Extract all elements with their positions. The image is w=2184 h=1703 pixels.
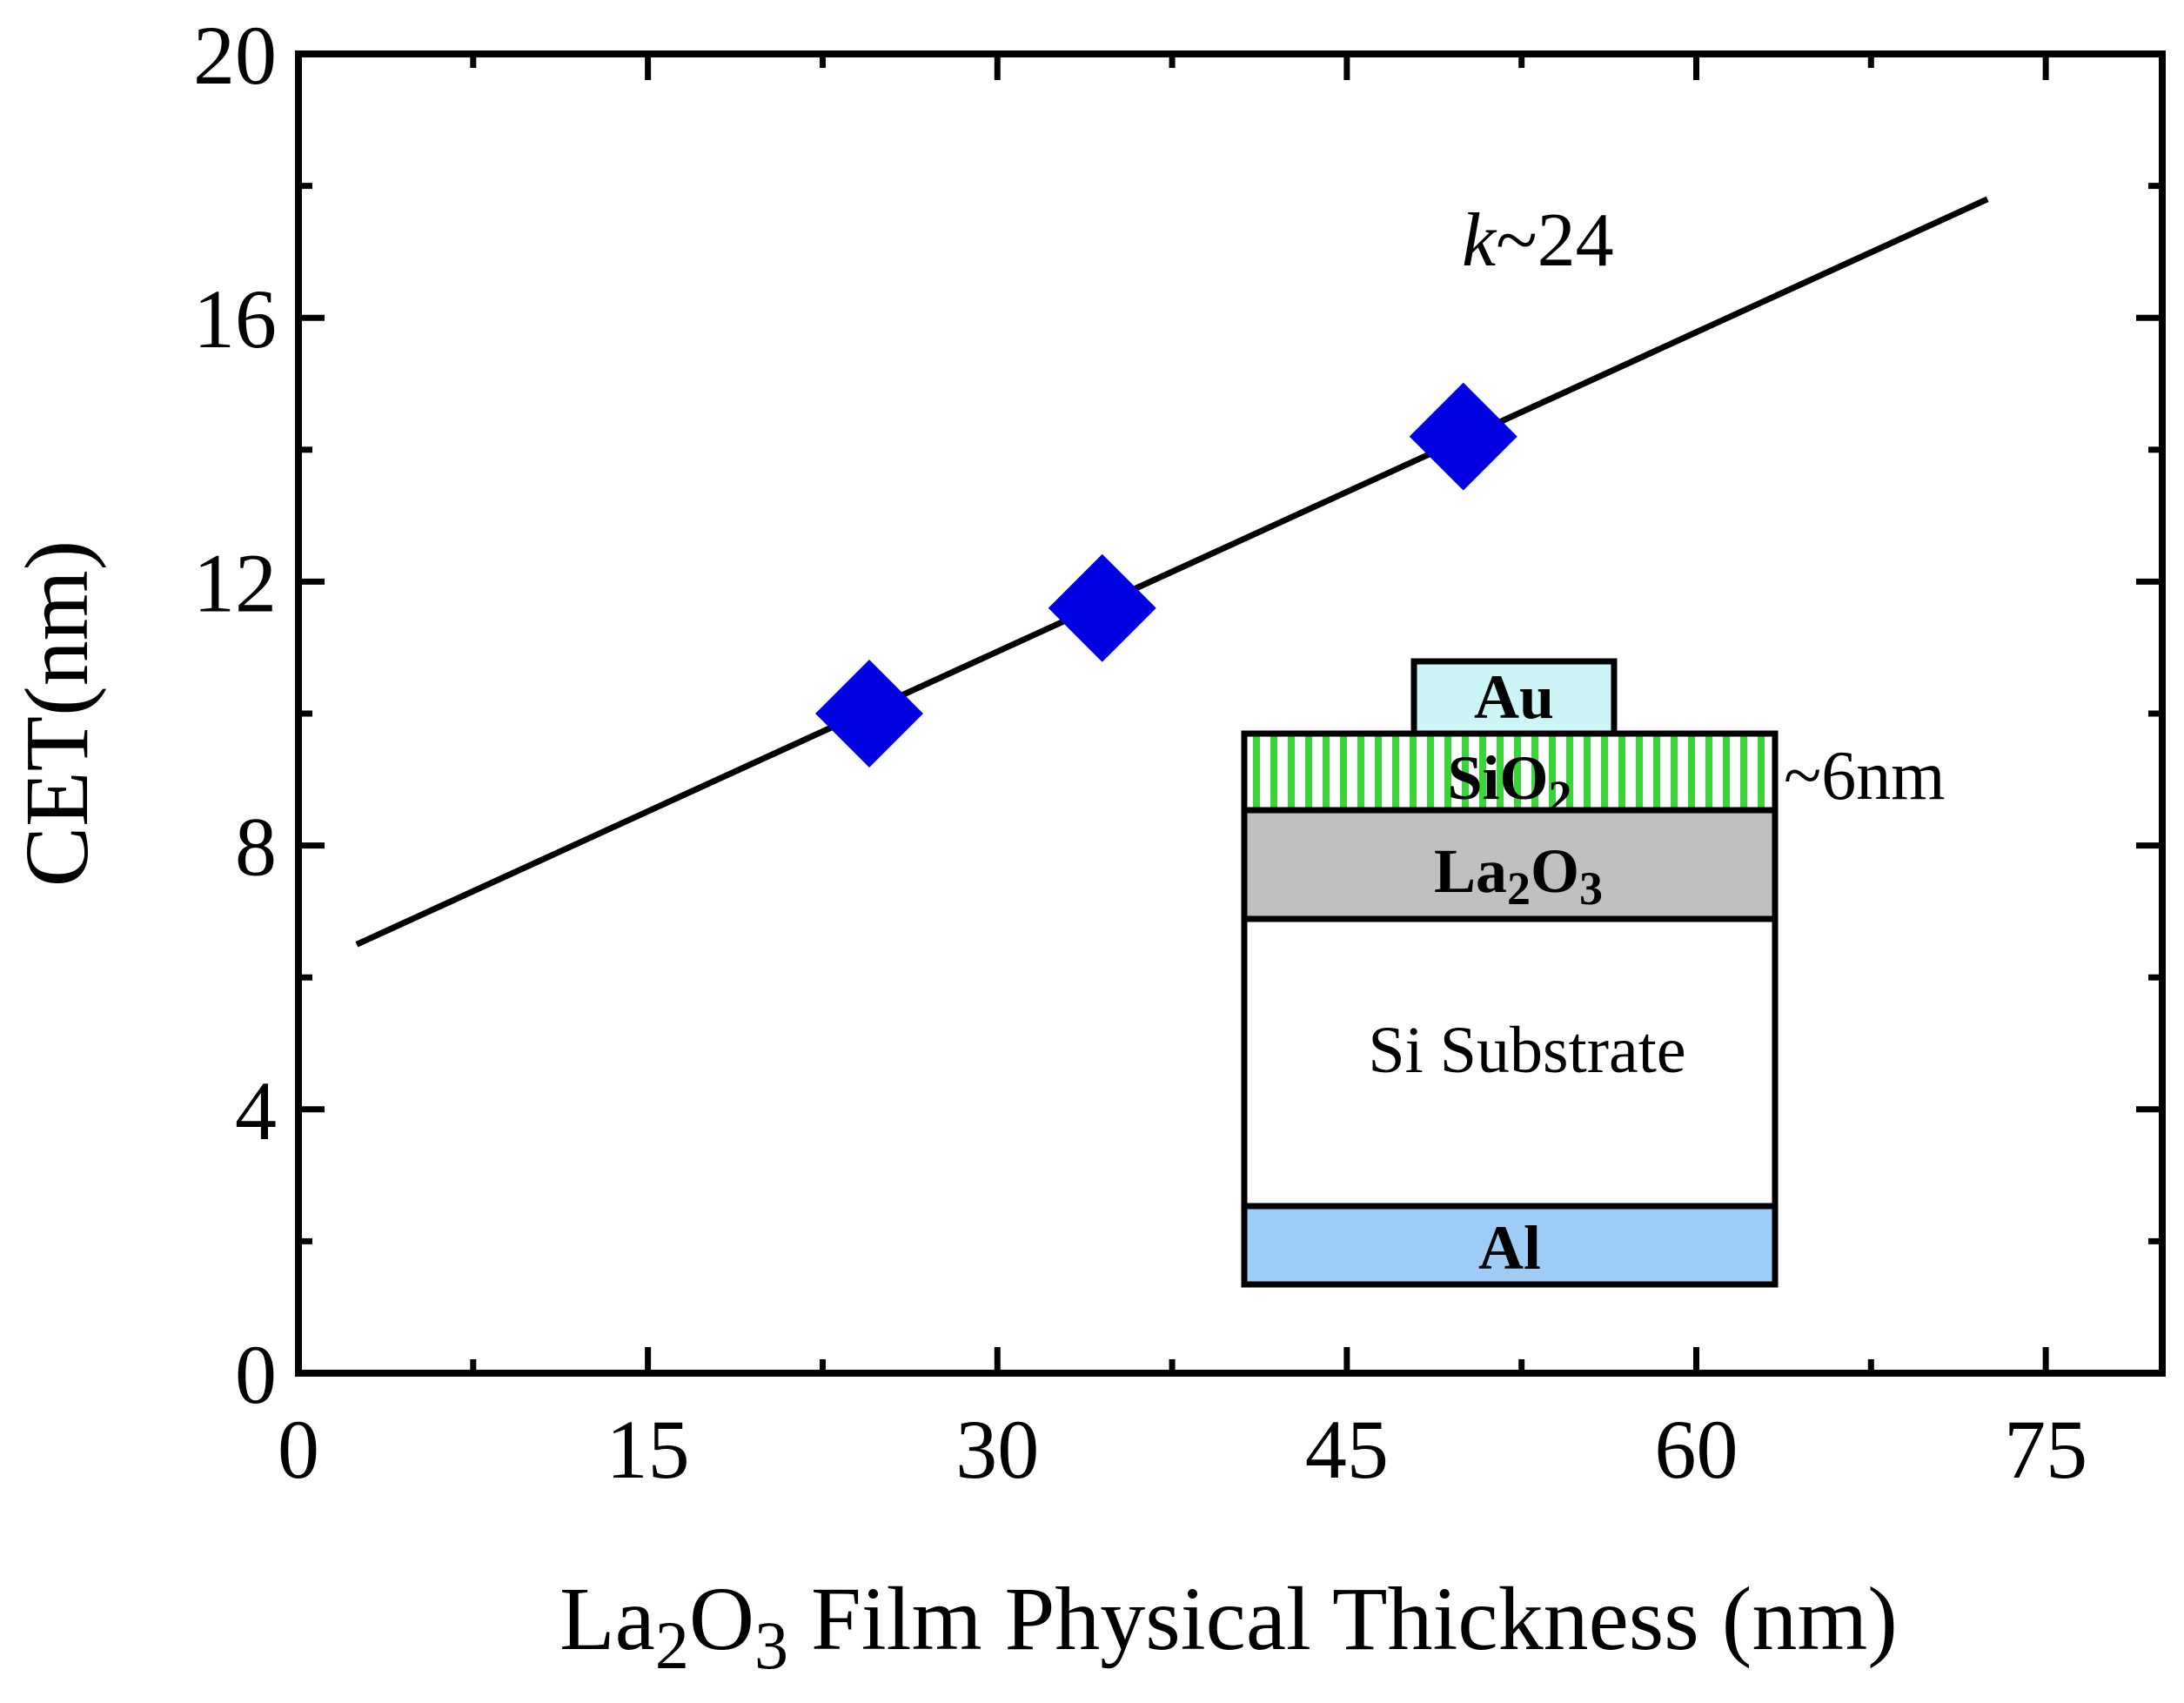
la2o3-label: La2O3 (1434, 836, 1603, 915)
y-tick-label: 4 (235, 1064, 277, 1157)
la2o3-layer (1241, 807, 1779, 922)
au-layer (1410, 658, 1618, 737)
y-tick-label: 20 (193, 9, 277, 102)
plot-frame (295, 50, 2166, 1377)
y-tick-label: 0 (235, 1328, 277, 1421)
x-tick-label: 75 (2004, 1403, 2087, 1496)
axis-tick-labels: 0 15 30 45 60 75 0 4 8 12 16 20 (193, 9, 2087, 1496)
y-tick-label: 8 (235, 801, 277, 894)
au-label: Au (1474, 662, 1554, 732)
y-axis-title: CET(nm) (7, 540, 107, 888)
x-tick-label: 60 (1655, 1403, 1738, 1496)
sio2-thickness-label: ~6nm (1784, 738, 1946, 815)
x-axis-title: La2O3 Film Physical Thickness (nm) (559, 1569, 1898, 1683)
data-point-diamond (1409, 382, 1517, 491)
si-substrate-layer (1241, 915, 1779, 1210)
al-layer (1241, 1203, 1779, 1288)
device-stack-inset: Au SiO2 La2O3 Si Substrate Al ~6nm (1241, 658, 1946, 1288)
data-points (814, 382, 1517, 768)
x-tick-label: 15 (606, 1403, 690, 1496)
y-tick-label: 12 (193, 536, 277, 629)
sio2-layer (1241, 730, 1779, 814)
al-label: Al (1478, 1213, 1541, 1283)
x-tick-label: 45 (1305, 1403, 1389, 1496)
k-annotation: k~24 (1462, 198, 1614, 283)
data-point-diamond (814, 660, 923, 768)
sio2-label: SiO2 (1447, 743, 1571, 823)
data-point-diamond (1048, 553, 1156, 662)
si-substrate-label: Si Substrate (1368, 1014, 1685, 1087)
linear-fit-line (355, 196, 1989, 948)
y-tick-label: 16 (193, 272, 277, 365)
axis-ticks (295, 50, 2162, 1377)
x-tick-label: 30 (955, 1403, 1039, 1496)
x-tick-label: 0 (278, 1403, 319, 1496)
